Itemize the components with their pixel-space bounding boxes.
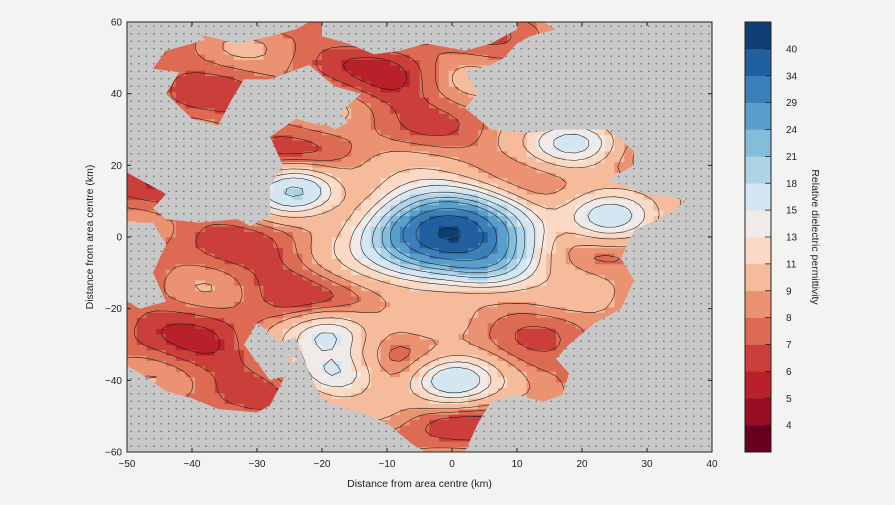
no-data-patch [127,22,283,227]
colorbar-tick-label: 15 [786,206,798,217]
x-tick-label: −40 [184,459,201,470]
y-tick-label: 0 [116,233,122,244]
colorbar-swatch [745,129,771,157]
x-tick-label: 20 [576,459,588,470]
y-tick-label: −40 [105,376,122,387]
y-axis-label: Distance from area centre (km) [84,165,96,310]
y-tick-label: −20 [105,304,122,315]
colorbar-tick-label: 29 [786,98,798,109]
colorbar-swatch [745,48,771,77]
colorbar-tick-label: 4 [786,421,792,432]
colorbar-swatch [745,210,771,238]
no-data-patches [127,22,712,452]
colorbar-tick-label: 13 [786,233,798,244]
colorbar-tick-label: 21 [786,152,798,163]
x-tick-label: 30 [641,459,653,470]
no-data-patch [127,22,309,44]
colorbar-tick-label: 24 [786,125,798,136]
no-data-patch [244,323,296,381]
colorbar-swatch [745,156,771,184]
colorbar-swatch [745,102,771,130]
no-data-patch [127,222,166,309]
x-tick-label: 0 [449,459,455,470]
colorbar-swatch [745,317,771,345]
x-axis-label: Distance from area centre (km) [347,478,492,490]
colorbar-swatch [745,75,771,103]
y-axis: −60 −40 −20 0 20 40 60 [105,18,712,459]
colorbar-swatch [745,183,771,211]
no-data-patch [465,22,712,452]
colorbar-tick-label: 9 [786,286,792,297]
no-data-patch [322,22,517,55]
x-axis: −50 −40 −30 −20 −10 0 10 20 30 40 [119,22,718,470]
y-tick-label: 40 [111,89,123,100]
no-data-patch [309,108,348,130]
colorbar-swatch [745,344,771,372]
y-tick-label: −60 [105,448,122,459]
colorbar-swatch [745,290,771,318]
x-tick-label: −10 [379,459,396,470]
colorbar-swatch [745,398,771,426]
colorbar-tick-label: 7 [786,340,792,351]
colorbar-tick-label: 40 [786,44,798,55]
colorbar-swatch [745,263,771,292]
x-tick-label: −20 [314,459,331,470]
colorbar: 4 5 6 7 8 9 11 13 15 18 21 24 29 34 40 [745,22,798,453]
colorbar-tick-label: 18 [786,179,798,190]
colorbar-label: Relative dielectric permittivity [809,169,821,305]
colorbar-tick-label: 8 [786,313,792,324]
x-tick-label: −30 [249,459,266,470]
colorbar-swatch [745,22,771,50]
no-data-patch [127,337,426,452]
colorbar-tick-label: 5 [786,394,792,405]
colorbar-tick-label: 11 [786,259,797,270]
colorbar-swatch [745,425,771,453]
x-tick-label: 10 [511,459,523,470]
colorbar-swatch [745,237,771,265]
x-tick-label: −50 [119,459,136,470]
colorbar-frame [744,21,772,453]
y-tick-label: 20 [111,161,123,172]
x-tick-label: 40 [706,459,718,470]
colorbar-tick-label: 6 [786,367,792,378]
colorbar-tick-label: 34 [786,71,798,82]
colorbar-swatch [745,371,771,399]
y-tick-label: 60 [111,18,123,29]
